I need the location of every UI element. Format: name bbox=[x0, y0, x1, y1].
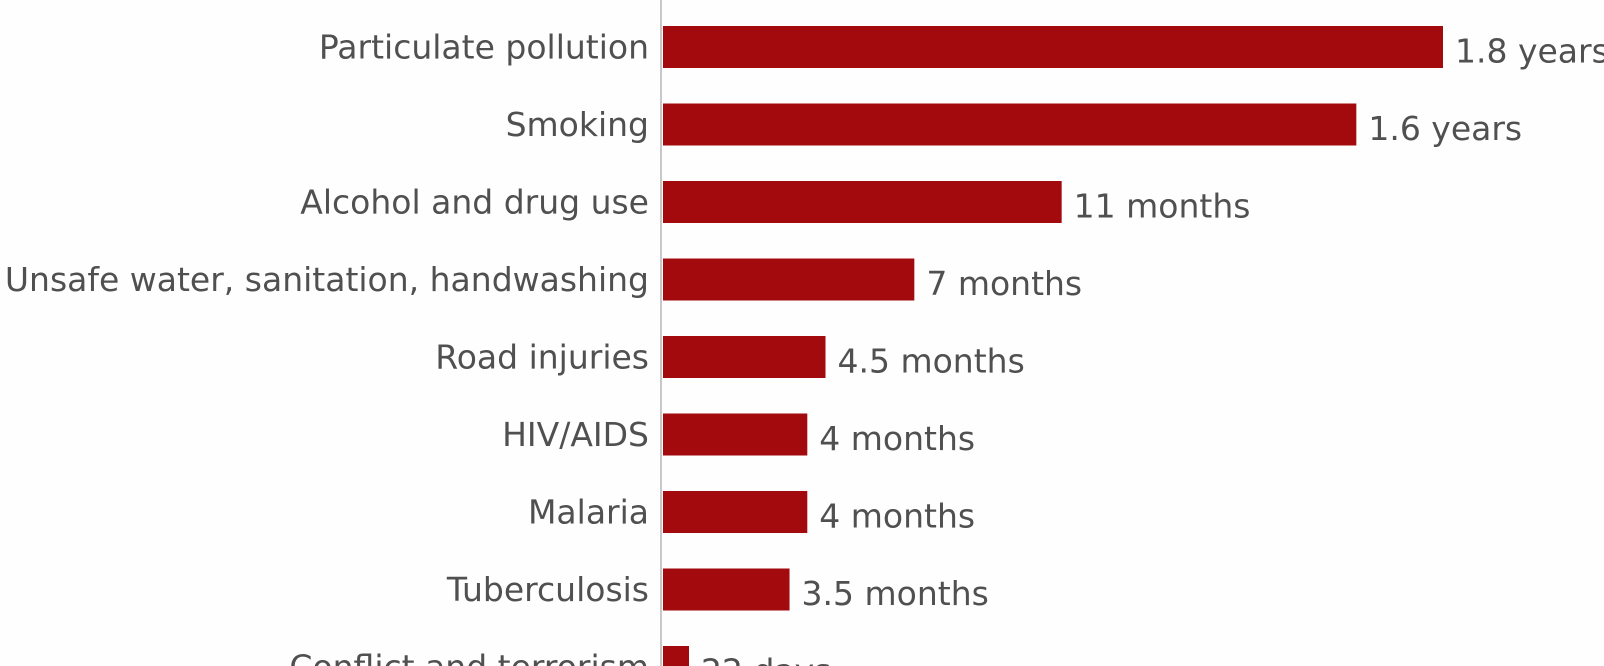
category-label: Conflict and terrorism bbox=[289, 648, 649, 666]
data-label: 4 months bbox=[819, 497, 975, 536]
data-label: 22 days bbox=[701, 652, 831, 666]
bar-series: Particulate pollution 1.8 years Smoking 1.6… bbox=[5, 26, 1604, 666]
bar bbox=[663, 181, 1062, 223]
data-label: 4 months bbox=[819, 419, 975, 458]
data-label: 11 months bbox=[1074, 187, 1251, 226]
bar bbox=[663, 26, 1443, 68]
category-label: Particulate pollution bbox=[319, 28, 649, 67]
category-label: Malaria bbox=[528, 493, 649, 532]
data-label: 3.5 months bbox=[802, 574, 989, 613]
category-label: HIV/AIDS bbox=[502, 415, 649, 454]
bar bbox=[663, 103, 1357, 146]
bar bbox=[663, 336, 826, 378]
data-label: 1.8 years bbox=[1455, 32, 1604, 71]
bar bbox=[663, 568, 790, 611]
category-label: Tuberculosis bbox=[446, 570, 649, 609]
data-label: 4.5 months bbox=[838, 342, 1025, 381]
bar bbox=[663, 258, 915, 301]
category-label: Road injuries bbox=[435, 338, 649, 377]
data-label: 7 months bbox=[926, 264, 1082, 303]
bar bbox=[663, 646, 689, 666]
bar bbox=[663, 491, 808, 533]
category-label: Alcohol and drug use bbox=[300, 183, 649, 222]
bar bbox=[663, 413, 808, 456]
category-label: Unsafe water, sanitation, handwashing bbox=[5, 260, 649, 299]
data-label: 1.6 years bbox=[1368, 109, 1522, 148]
category-label: Smoking bbox=[506, 105, 649, 144]
